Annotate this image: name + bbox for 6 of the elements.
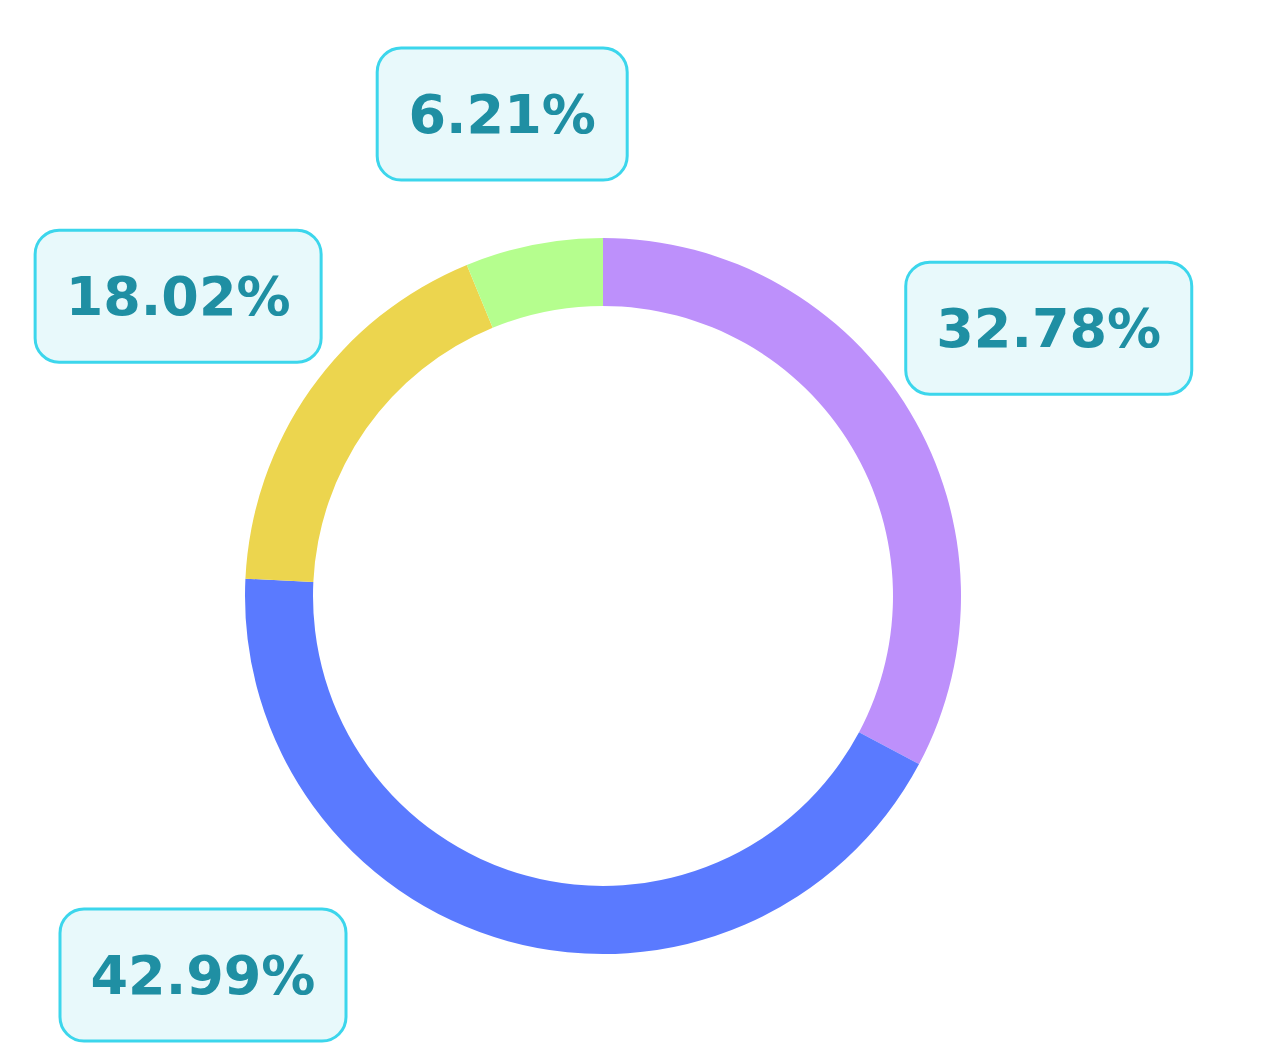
data-label: 18.02%	[65, 264, 291, 328]
donut-slice	[466, 238, 603, 328]
data-label: 32.78%	[936, 296, 1162, 360]
donut-slice	[245, 578, 920, 954]
data-label: 6.21%	[408, 82, 596, 146]
data-label: 42.99%	[90, 943, 316, 1007]
